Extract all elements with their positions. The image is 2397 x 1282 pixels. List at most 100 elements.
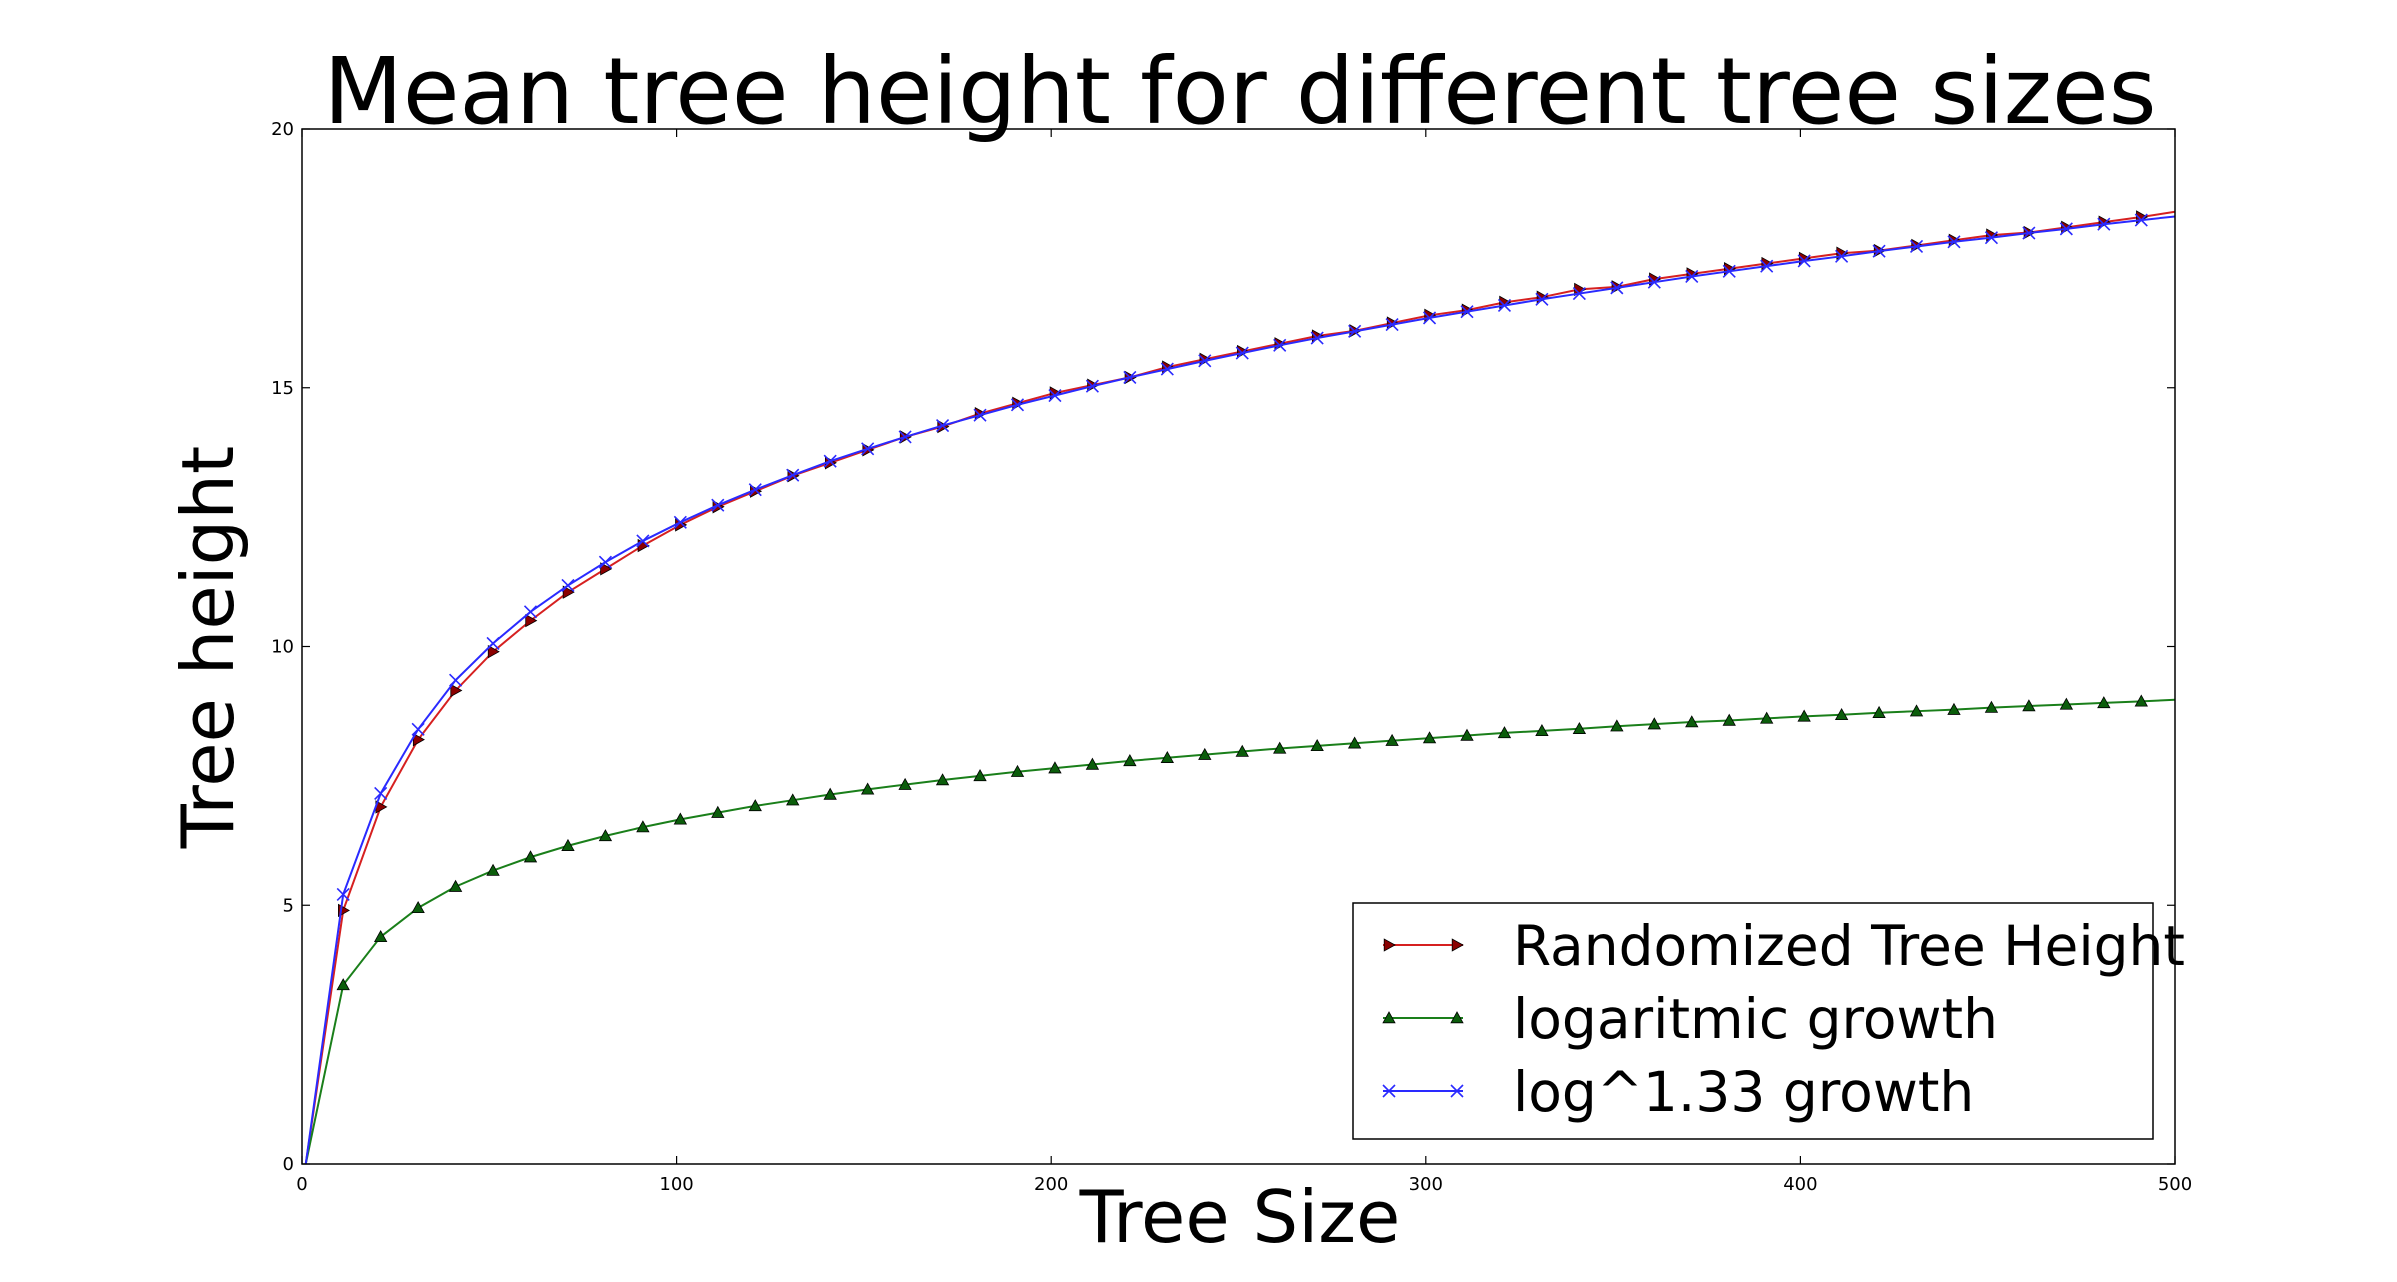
data-point [561, 578, 575, 593]
data-point [1085, 379, 1099, 393]
data-point [523, 850, 538, 863]
x-tick-label: 200 [1034, 1174, 1068, 1195]
data-point [1348, 324, 1362, 338]
data-point [1160, 362, 1174, 376]
data-point [2134, 213, 2148, 227]
data-point [486, 863, 500, 876]
legend-item: logaritmic growth [1382, 987, 1998, 1051]
data-point [973, 769, 987, 782]
data-point [1010, 764, 1025, 777]
data-point [449, 673, 463, 687]
data-point [374, 786, 388, 801]
data-point [598, 829, 613, 842]
data-point [823, 787, 837, 800]
legend-box [1352, 902, 2154, 1140]
data-point [1347, 736, 1362, 749]
data-point [1722, 264, 1736, 278]
data-point [1048, 761, 1062, 774]
data-point [1835, 249, 1849, 263]
data-point [1909, 704, 1924, 717]
legend-marker [1383, 938, 1396, 952]
data-point [2134, 694, 2148, 707]
x-tick-label: 400 [1783, 1174, 1817, 1195]
data-point [1422, 311, 1437, 325]
data-point [1123, 754, 1137, 767]
legend-item: Randomized Tree Height [1383, 914, 2185, 978]
data-point [2097, 217, 2111, 231]
data-point [748, 483, 762, 497]
data-point [561, 838, 575, 851]
data-point [525, 613, 538, 628]
plot-frame [301, 128, 2176, 1165]
data-point [1460, 728, 1474, 741]
data-point [636, 820, 650, 833]
data-point [1310, 739, 1324, 752]
data-point [1497, 298, 1512, 313]
data-point [860, 782, 875, 795]
data-point [1610, 281, 1624, 295]
data-point [1535, 724, 1549, 737]
data-point [2059, 222, 2073, 236]
data-point [1198, 747, 1212, 760]
data-point [786, 468, 800, 482]
data-point [486, 636, 500, 650]
data-point [711, 498, 725, 512]
chart-title: Mean tree height for different tree size… [323, 38, 2156, 145]
data-point [1422, 731, 1437, 744]
data-point [1984, 231, 1999, 245]
data-point [823, 454, 837, 468]
y-tick-label: 15 [271, 378, 294, 399]
data-point [448, 879, 463, 892]
data-point [2059, 697, 2074, 710]
x-tick-label: 300 [1409, 1174, 1443, 1195]
data-point [1984, 700, 1999, 713]
data-point [1760, 259, 1774, 273]
data-point [600, 562, 613, 576]
x-tick-label: 500 [2158, 1174, 2192, 1195]
data-point [786, 793, 800, 806]
legend-label: log^1.33 growth [1513, 1060, 1974, 1124]
data-point [487, 644, 500, 659]
data-point [1160, 750, 1175, 763]
data-point [411, 722, 425, 736]
data-point [2022, 226, 2036, 240]
data-point [1198, 354, 1212, 368]
data-point [562, 585, 575, 599]
data-point [748, 799, 762, 812]
y-axis-label: Tree height [166, 446, 250, 849]
x-tick-label: 100 [659, 1174, 693, 1195]
data-point [1685, 715, 1699, 728]
data-point [636, 534, 650, 548]
y-tick-label: 5 [283, 895, 294, 916]
data-point [861, 442, 875, 456]
data-point [1909, 239, 1924, 254]
data-point [1273, 741, 1287, 754]
data-point [1010, 398, 1025, 412]
data-point [411, 901, 425, 914]
data-point [2022, 699, 2036, 712]
data-point [1385, 318, 1399, 332]
data-point [1760, 711, 1774, 724]
legend-marker [1450, 1011, 1464, 1024]
data-point [523, 605, 538, 619]
data-point [1572, 721, 1587, 734]
x-tick-label: 0 [296, 1174, 307, 1195]
legend-marker [1382, 1011, 1396, 1024]
data-point [898, 777, 912, 790]
data-point [1610, 719, 1624, 732]
data-point [1834, 707, 1849, 721]
data-point [1310, 331, 1324, 345]
data-point [1535, 292, 1549, 306]
data-point [1235, 346, 1249, 360]
data-point [1572, 286, 1586, 301]
data-point [1685, 269, 1699, 284]
series-2 [304, 694, 2176, 1165]
y-tick-label: 10 [271, 637, 294, 658]
data-point [1460, 305, 1474, 319]
data-point [1497, 726, 1512, 739]
legend-label: Randomized Tree Height [1513, 914, 2185, 978]
y-tick-label: 0 [283, 1154, 294, 1175]
legend-item: log^1.33 growth [1382, 1060, 1974, 1124]
data-point [1647, 275, 1661, 289]
data-point [673, 515, 687, 529]
